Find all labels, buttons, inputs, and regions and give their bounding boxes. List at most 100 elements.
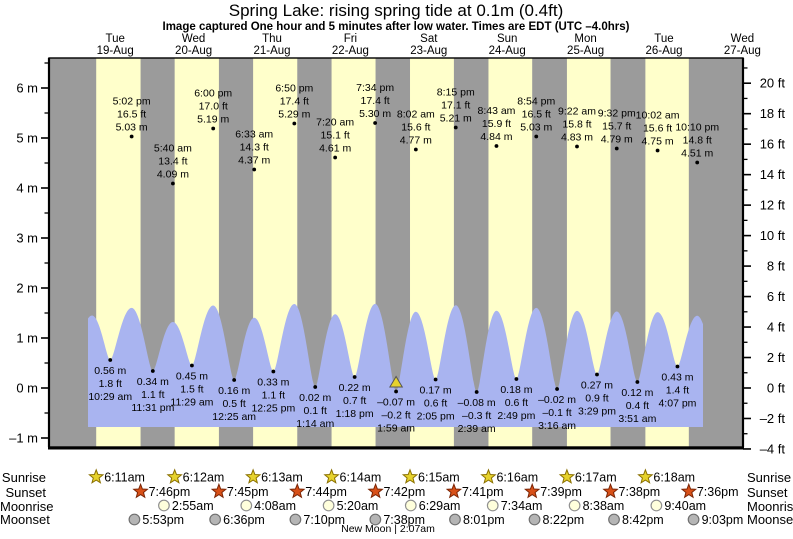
svg-text:15.6 ft: 15.6 ft [643,123,672,135]
svg-text:14.3 ft: 14.3 ft [240,142,269,154]
moonset-icon [687,513,700,526]
moonrise-event: 2:55am [158,499,214,513]
svg-text:15.9 ft: 15.9 ft [482,118,511,130]
sunset-icon [367,482,384,499]
svg-text:–1 m: –1 m [9,431,38,446]
moonset-icon [209,513,222,526]
moonset-event: 9:03pm [687,513,744,527]
svg-text:0.7 ft: 0.7 ft [343,395,366,407]
svg-text:6:11am: 6:11am [104,471,145,485]
svg-text:6 ft: 6 ft [767,289,785,304]
svg-text:7:10pm: 7:10pm [303,513,345,527]
svg-text:6:18am: 6:18am [653,471,695,485]
svg-text:0.22 m: 0.22 m [339,382,371,394]
svg-text:9:40am: 9:40am [664,499,706,513]
svg-text:16.5 ft: 16.5 ft [522,109,551,121]
svg-text:24-Aug: 24-Aug [489,45,526,57]
sunrise-event: 6:13am [244,468,303,485]
low-tide-annotation: 0.12 m0.4 ft3:51 am [618,380,657,425]
svg-text:1.1 ft: 1.1 ft [262,390,285,402]
svg-text:13.4 ft: 13.4 ft [158,156,187,168]
moonrise-row-label-left: Moonrise [0,499,54,514]
high-tide-point [695,160,700,165]
svg-text:–0.02 m: –0.02 m [538,394,576,406]
svg-text:15.8 ft: 15.8 ft [562,119,591,131]
high-tide-point [373,121,378,125]
svg-text:8 ft: 8 ft [767,259,785,274]
high-tide-point [413,147,418,152]
sunset-icon [132,482,149,499]
moonrise-icon [158,499,170,512]
low-tide-annotation: 0.27 m0.9 ft3:29 pm [578,372,616,418]
svg-text:10:29 am: 10:29 am [88,391,132,403]
svg-text:8:38am: 8:38am [583,499,625,513]
svg-text:Wed: Wed [731,33,754,45]
moonrise-icon [486,499,499,512]
svg-text:5.19 m: 5.19 m [197,114,229,126]
low-tide-point [313,385,318,389]
svg-text:8:15 pm: 8:15 pm [437,87,475,99]
svg-text:Sun: Sun [497,33,517,45]
svg-text:6:13am: 6:13am [261,471,303,485]
svg-text:0.1 ft: 0.1 ft [304,405,327,417]
svg-text:0.9 ft: 0.9 ft [585,393,608,405]
moonrise-event: 4:08am [240,499,296,513]
svg-text:6:12am: 6:12am [183,471,225,485]
svg-text:21-Aug: 21-Aug [253,45,290,57]
moonset-icon [128,513,141,526]
svg-text:4.09 m: 4.09 m [157,169,189,181]
sunset-event: 7:38pm [602,482,660,499]
svg-text:9:03pm: 9:03pm [702,513,744,527]
svg-text:10:10 pm: 10:10 pm [675,122,719,134]
svg-text:0 ft: 0 ft [767,381,785,396]
svg-text:4 m: 4 m [16,181,38,196]
moonset-event: 8:22pm [528,513,585,527]
svg-text:7:36pm: 7:36pm [697,485,739,499]
svg-text:4:07 pm: 4:07 pm [658,398,696,410]
svg-text:2:55am: 2:55am [172,499,214,513]
moonset-event: 5:53pm [128,513,184,527]
sunrise-event: 6:15am [401,468,460,485]
svg-text:0.6 ft: 0.6 ft [424,398,447,410]
svg-text:6:00 pm: 6:00 pm [194,88,232,100]
sunrise-icon [244,468,262,484]
sunset-event: 7:42pm [367,482,425,499]
sunrise-event: 6:16am [480,468,538,485]
svg-text:19-Aug: 19-Aug [97,45,134,57]
sunset-event: 7:44pm [289,482,347,499]
moonset-row-label-left: Moonset [0,512,50,527]
moonrise-event: 7:34am [486,499,542,513]
svg-text:2:39 am: 2:39 am [458,423,496,435]
svg-text:7:45pm: 7:45pm [227,485,269,499]
svg-text:1:14 am: 1:14 am [296,418,334,430]
svg-text:8:22pm: 8:22pm [543,513,585,527]
svg-text:7:20 am: 7:20 am [316,117,354,129]
low-tide-point [232,378,237,382]
moonset-icon [528,513,541,526]
svg-text:6:50 pm: 6:50 pm [275,83,313,95]
low-tide-annotation: 0.43 m1.4 ft4:07 pm [658,364,697,410]
svg-text:17.4 ft: 17.4 ft [361,95,390,107]
low-tide-point [433,377,438,382]
svg-text:1 m: 1 m [16,331,38,346]
svg-text:4.84 m: 4.84 m [480,131,512,143]
svg-text:4.37 m: 4.37 m [238,155,270,167]
low-tide-annotation: 0.18 m0.6 ft2:49 pm [497,377,536,422]
sunrise-icon [88,468,105,484]
low-tide-point [675,364,680,369]
svg-text:16 ft: 16 ft [760,137,786,152]
svg-text:12 ft: 12 ft [760,198,786,213]
svg-text:–0.1 ft: –0.1 ft [542,407,571,419]
current-time-marker-icon [389,375,404,388]
axes [47,57,745,450]
svg-text:2:49 pm: 2:49 pm [497,410,535,422]
sunset-icon [289,482,306,499]
svg-text:14.8 ft: 14.8 ft [683,135,712,147]
svg-text:–0.08 m: –0.08 m [458,397,496,409]
svg-text:8:54 pm: 8:54 pm [517,96,555,108]
svg-text:5:02 pm: 5:02 pm [113,96,151,108]
